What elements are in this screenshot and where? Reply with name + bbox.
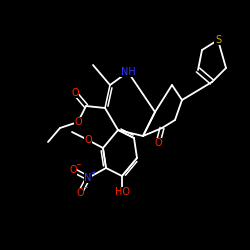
Text: +: + (90, 170, 96, 176)
Text: HO: HO (114, 187, 130, 197)
Text: NH: NH (120, 67, 136, 77)
Text: −: − (75, 162, 81, 168)
Text: O: O (76, 188, 84, 198)
Text: −: − (82, 185, 88, 191)
Text: O: O (71, 88, 79, 98)
Text: N: N (84, 173, 92, 183)
Text: O: O (154, 138, 162, 148)
Text: S: S (215, 35, 221, 45)
Text: O: O (74, 117, 82, 127)
Text: O: O (69, 165, 77, 175)
Text: O: O (84, 135, 92, 145)
